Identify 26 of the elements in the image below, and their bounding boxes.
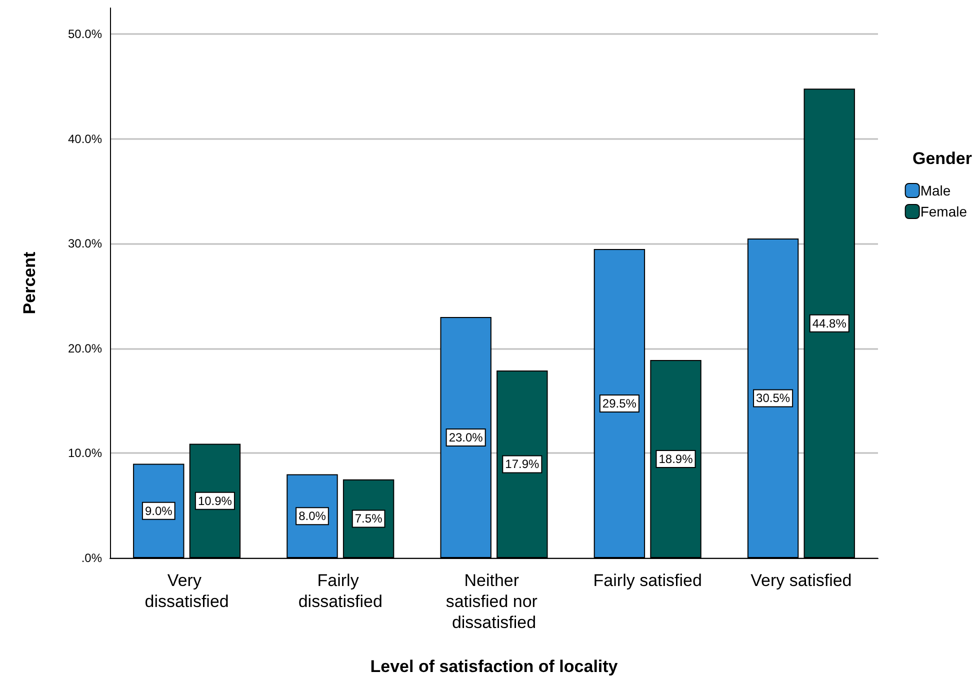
data-label: 30.5%	[756, 391, 790, 406]
data-label: 7.5%	[354, 512, 383, 526]
data-label: 44.8%	[812, 316, 847, 330]
y-tick-label: 40.0%	[68, 132, 102, 146]
y-axis-title: Percent	[20, 251, 39, 314]
legend-label: Female	[920, 204, 968, 220]
x-tick-label: Neither satisfied nor dissatisfied	[446, 571, 542, 632]
x-tick-label: Fairly satisfied	[593, 571, 702, 590]
data-label: 9.0%	[144, 504, 173, 518]
y-tick-label: 10.0%	[68, 446, 102, 460]
x-tick-label: Fairly dissatisfied	[298, 571, 382, 611]
data-label: 17.9%	[505, 457, 540, 472]
y-tick-label: 20.0%	[68, 341, 102, 356]
y-tick-label: 30.0%	[68, 236, 102, 251]
y-tick-label: 50.0%	[68, 27, 102, 42]
data-label: 23.0%	[448, 430, 484, 445]
legend-label: Male	[920, 182, 951, 198]
x-tick-label: Very dissatisfied	[144, 571, 229, 611]
x-axis-title: Level of satisfaction of locality	[370, 657, 618, 676]
data-label: 18.9%	[658, 452, 694, 466]
x-tick-label: Very satisfied	[750, 571, 852, 590]
legend-title: Gender	[912, 149, 972, 168]
data-label: 8.0%	[298, 509, 326, 524]
data-label: 29.5%	[602, 396, 637, 410]
y-tick-label: .0%	[81, 551, 102, 565]
data-label: 10.9%	[198, 494, 232, 508]
